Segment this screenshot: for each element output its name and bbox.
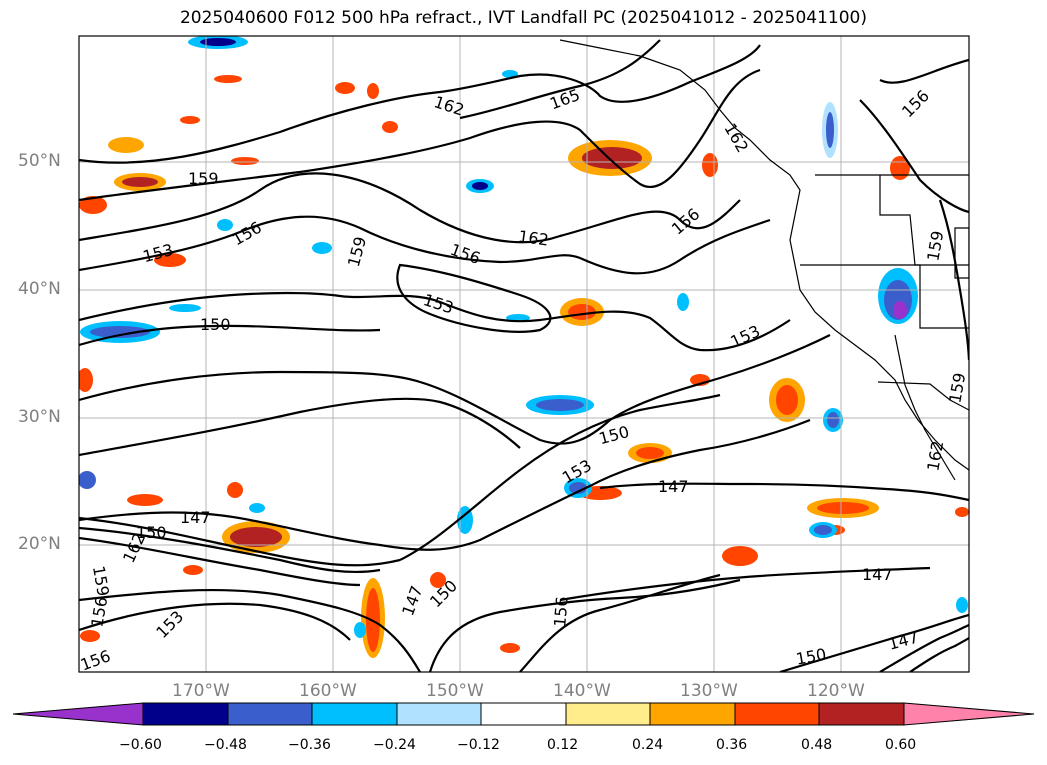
colorbar-bin: [142, 702, 229, 726]
lon-label: 150°W: [426, 681, 484, 701]
colorbar-tick: 0.12: [547, 737, 579, 753]
map-frame: [78, 35, 970, 673]
colorbar-bin: [311, 702, 398, 726]
contour-label: 153: [152, 607, 187, 642]
contour-label: 147: [862, 565, 893, 584]
contour-label: 147: [658, 477, 689, 496]
contour-label: 156: [898, 86, 933, 121]
colorbar-tick: −0.24: [373, 737, 416, 753]
contour-label: 159: [89, 564, 113, 597]
colorbar-tick: 0.60: [885, 737, 917, 753]
colorbar-tick: 0.36: [716, 737, 748, 753]
contour-labels: 162 165 159 156 153 150 147 159 156 153 …: [78, 85, 969, 674]
lat-label: 40°N: [18, 279, 61, 299]
contour-label: 150: [136, 523, 167, 542]
lon-label: 170°W: [172, 681, 230, 701]
colorbar: [12, 702, 1035, 726]
contour-label: 162: [720, 120, 752, 156]
colorbar-bin: [649, 702, 736, 726]
map-title: 2025040600 F012 500 hPa refract., IVT La…: [179, 8, 867, 28]
contour-label: 147: [180, 508, 211, 527]
colorbar-bin: [565, 702, 651, 726]
contour-label: 165: [547, 85, 582, 113]
colorbar-tick: 0.24: [632, 737, 664, 753]
colorbar-bin: [227, 702, 313, 726]
contour-label: 147: [398, 583, 426, 618]
colorbar-tick: −0.36: [288, 737, 331, 753]
contour-label: 159: [344, 234, 370, 268]
lat-label: 20°N: [18, 534, 61, 554]
lon-label: 160°W: [299, 681, 357, 701]
contour-label: 156: [550, 596, 572, 628]
contour-lines: [79, 39, 969, 672]
negative-shading: [79, 36, 968, 638]
contour-label: 147: [886, 628, 920, 654]
contour-label: 162: [923, 439, 947, 472]
lat-label: 50°N: [18, 151, 61, 171]
lon-label: 120°W: [807, 681, 865, 701]
colorbar-tick: −0.60: [119, 737, 162, 753]
lon-label: 130°W: [680, 681, 738, 701]
contour-label: 159: [945, 371, 969, 404]
colorbar-tick: −0.48: [204, 737, 247, 753]
contour-label: 159: [188, 169, 219, 188]
contour-label: 156: [229, 218, 265, 250]
colorbar-bin: [480, 702, 567, 726]
coastline: [559, 39, 969, 481]
colorbar-tick: −0.12: [457, 737, 500, 753]
contour-label: 156: [87, 595, 111, 628]
contour-label: 162: [517, 227, 550, 250]
shading-layer: [79, 36, 969, 658]
colorbar-bin: [734, 702, 820, 726]
contour-label: 162: [432, 92, 467, 120]
lat-label: 30°N: [18, 407, 61, 427]
contour-label: 159: [923, 229, 947, 262]
contour-label: 156: [448, 240, 483, 268]
colorbar-bin: [818, 702, 905, 726]
colorbar-bin: [396, 702, 482, 726]
colorbar-tick: 0.48: [801, 737, 833, 753]
contour-label: 150: [200, 315, 231, 334]
colorbar-low-extend: [12, 702, 144, 726]
contour-label: 156: [78, 646, 113, 674]
contour-label: 156: [668, 204, 704, 238]
colorbar-high-extend: [903, 702, 1035, 726]
lon-label: 140°W: [553, 681, 611, 701]
contour-label: 153: [727, 321, 763, 351]
contour-label: 150: [794, 645, 827, 669]
